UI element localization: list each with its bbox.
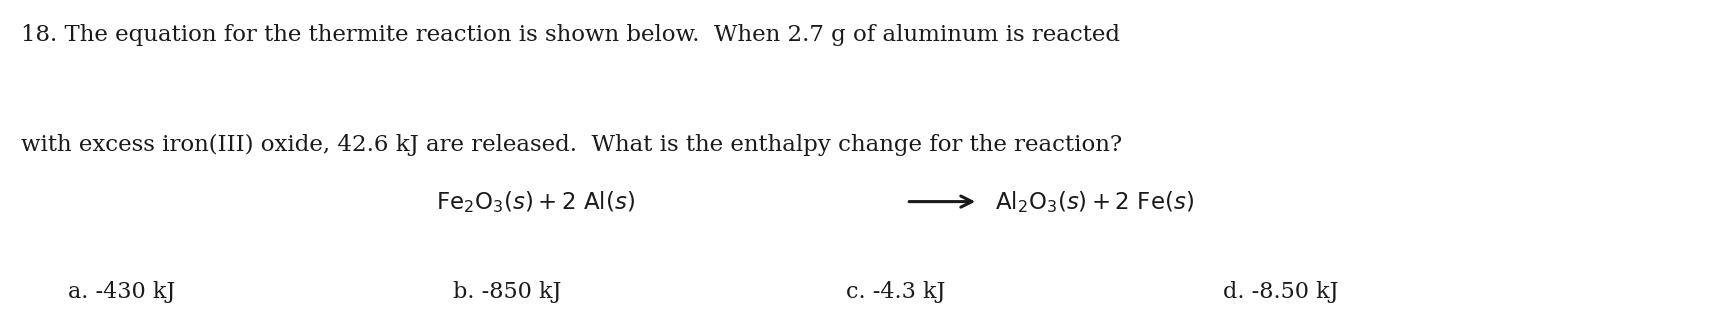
Text: b. -850 kJ: b. -850 kJ xyxy=(453,281,561,303)
Text: $\rm Fe_2O_3\mathit{(s)} + 2\ Al\mathit{(s)}$: $\rm Fe_2O_3\mathit{(s)} + 2\ Al\mathit{… xyxy=(436,188,634,215)
Text: a. -430 kJ: a. -430 kJ xyxy=(68,281,176,303)
Text: 18. The equation for the thermite reaction is shown below.  When 2.7 g of alumin: 18. The equation for the thermite reacti… xyxy=(21,24,1120,45)
Text: d. -8.50 kJ: d. -8.50 kJ xyxy=(1223,281,1339,303)
Text: c. -4.3 kJ: c. -4.3 kJ xyxy=(846,281,946,303)
Text: $\rm Al_2O_3\mathit{(s)} + 2\ Fe\mathit{(s)}$: $\rm Al_2O_3\mathit{(s)} + 2\ Fe\mathit{… xyxy=(995,188,1194,215)
Text: with excess iron(III) oxide, 42.6 kJ are released.  What is the enthalpy change : with excess iron(III) oxide, 42.6 kJ are… xyxy=(21,134,1122,157)
